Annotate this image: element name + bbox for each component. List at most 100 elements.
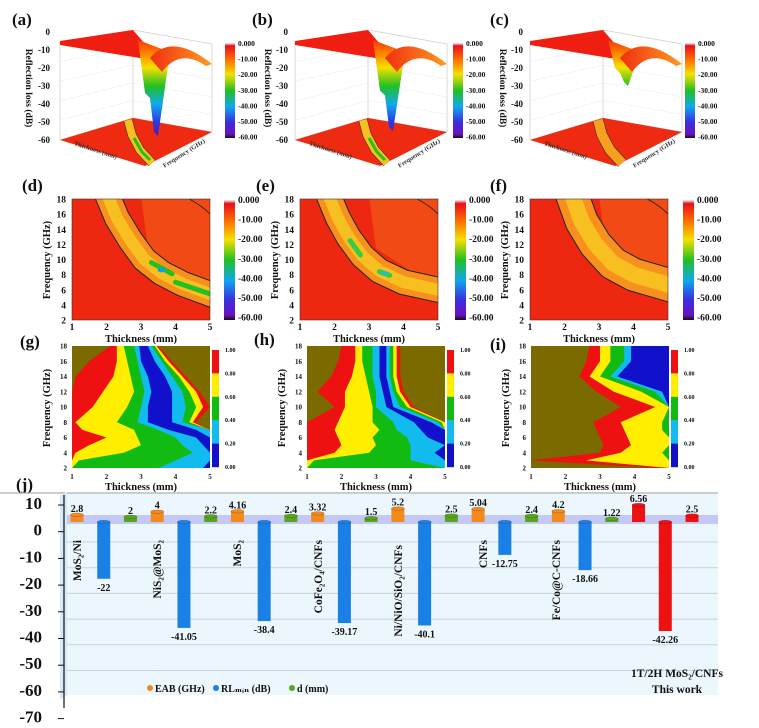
x-axis-title: Thickness (mm) — [105, 482, 178, 493]
panel-label: (e) — [256, 176, 275, 195]
this-work-label: This work — [652, 684, 703, 696]
colorbar-tick-label: -60.00 — [238, 314, 263, 324]
y-tick-label: 8 — [64, 419, 68, 427]
panel-label: (c) — [490, 10, 509, 29]
y-tick-label: -70 — [19, 708, 42, 727]
colorbar-segment — [671, 396, 678, 421]
bar-cap — [96, 519, 111, 525]
bar-cap — [70, 512, 84, 517]
y-tick-label: 18 — [295, 343, 303, 351]
contour-line — [417, 199, 438, 215]
y-tick-label: 6 — [61, 286, 66, 296]
grid-line — [59, 82, 134, 102]
bar — [230, 511, 244, 522]
grid-line — [294, 100, 369, 121]
bar — [525, 515, 539, 522]
colorbar-tick-label: -20.00 — [238, 70, 258, 79]
bar-cap — [685, 513, 699, 518]
z-axis-title: Reflection loss (dB) — [23, 49, 34, 128]
x-tick-label: 4 — [173, 323, 178, 333]
colorbar-segment — [671, 420, 678, 444]
colorbar-tick-label: -30.00 — [698, 86, 718, 95]
y-tick-label: 10 — [515, 256, 525, 266]
bar-value-label: 4.16 — [229, 500, 247, 511]
colorbar-tick-label: 0.60 — [225, 395, 236, 401]
category-label: NiS₂@MoS₂ — [152, 539, 164, 598]
colorbar-tick-label: 0.20 — [225, 442, 236, 448]
z-tick-label: -50 — [276, 117, 288, 127]
colorbar-tick-label: 0.000 — [698, 39, 715, 48]
bar-cap — [337, 519, 352, 525]
z-tick-label: -60 — [276, 135, 288, 145]
y-tick-label: -20 — [19, 574, 42, 593]
colorbar-tick-label: -50.00 — [466, 117, 486, 126]
bar-value-label: -40.1 — [414, 629, 435, 640]
colorbar-tick-label: -50.00 — [238, 117, 258, 126]
y-tick-label: 16 — [515, 211, 525, 221]
bar — [364, 518, 378, 522]
bar-cap — [284, 513, 298, 518]
y-tick-label: 18 — [515, 196, 525, 206]
y-tick-label: 6 — [523, 434, 527, 442]
colorbar-tick-label: -60.00 — [469, 314, 494, 324]
bar — [311, 513, 325, 522]
colorbar-tick-label: -20.00 — [697, 235, 722, 245]
bar-value-label: -39.17 — [331, 627, 357, 638]
z-tick-label: 0 — [284, 27, 289, 37]
bar — [150, 511, 164, 522]
bar-value-label: 4.2 — [552, 500, 565, 511]
bar-value-label: -12.75 — [492, 559, 518, 570]
category-label: MoS₂/Ni — [72, 539, 84, 581]
y-axis-title: Frequency (GHz) — [501, 368, 512, 447]
grid-line — [59, 64, 134, 82]
category-label: Fe/Co@C-CNFs — [551, 539, 563, 620]
bar-value-label: 4 — [155, 501, 160, 512]
colorbar-tick-label: 0.00 — [225, 465, 236, 471]
bar-value-label: 1.22 — [603, 508, 621, 519]
grid-line — [59, 100, 134, 121]
y-tick-label: 14 — [57, 226, 67, 236]
y-tick-label: 10 — [295, 404, 303, 412]
grid-line — [367, 100, 448, 115]
y-tick-label: 18 — [57, 196, 67, 206]
colorbar-tick-label: -50.00 — [697, 294, 722, 304]
map-region — [400, 346, 445, 468]
colorbar-segment — [212, 443, 219, 468]
bar-value-label: -18.66 — [572, 574, 598, 585]
y-tick-label: 16 — [57, 211, 67, 221]
y-tick-label: 12 — [295, 388, 303, 396]
bar — [391, 508, 405, 522]
panel-label: (j) — [16, 475, 33, 494]
y-tick-label: 12 — [285, 241, 295, 251]
map-region — [369, 199, 438, 283]
y-tick-label: 10 — [60, 404, 68, 412]
x-tick-label: 3 — [597, 323, 602, 333]
absorption-map — [531, 346, 678, 468]
colorbar-tick-label: -10.00 — [697, 216, 722, 226]
colorbar-tick-label: -60.00 — [238, 133, 258, 142]
colorbar-segment — [212, 396, 219, 421]
bar-cap — [203, 514, 218, 519]
y-tick-label: 6 — [64, 434, 68, 442]
y-tick-label: -30 — [19, 601, 42, 620]
x-axis-title: Thickness (mm) — [564, 482, 637, 493]
x-tick-label: 5 — [443, 473, 447, 481]
y-tick-label: 8 — [523, 419, 527, 427]
plot-area — [530, 199, 668, 320]
x-tick-label: 1 — [298, 323, 303, 333]
surface-sheet — [530, 30, 622, 60]
y-tick-label: 18 — [285, 196, 295, 206]
z-axis-title: Reflection loss (dB) — [262, 49, 273, 128]
axis-frame-line — [367, 29, 448, 45]
x-tick-label: 5 — [667, 473, 671, 481]
colorbar-tick-label: 0.000 — [697, 196, 719, 206]
colorbar-tick-label: -20.00 — [698, 70, 718, 79]
z-tick-label: -60 — [511, 135, 523, 145]
bar-cap — [391, 506, 405, 511]
plot-area — [531, 346, 669, 468]
bar-value-label: 2.5 — [445, 505, 458, 516]
map-minimum — [347, 238, 363, 258]
y-tick-label: 2 — [299, 465, 303, 473]
x-axis-title: Thickness (mm) — [105, 334, 178, 345]
y-tick-label: 16 — [60, 358, 68, 366]
